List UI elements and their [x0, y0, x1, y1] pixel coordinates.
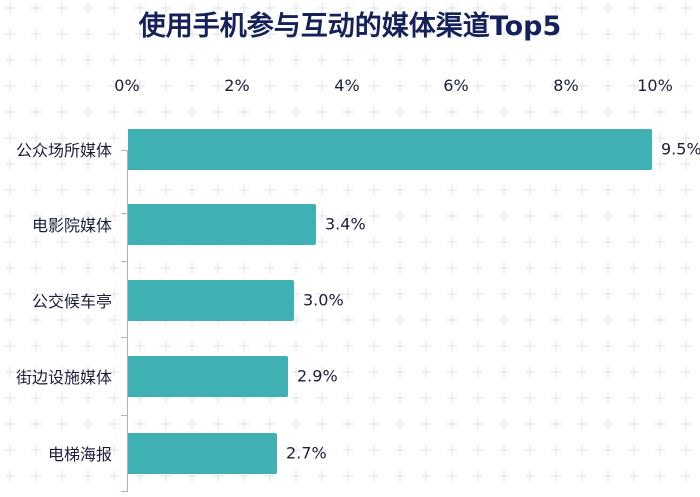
- value-label: 2.7%: [286, 443, 327, 463]
- x-tick-label: 8%: [553, 76, 579, 95]
- value-label: 3.0%: [303, 290, 344, 310]
- x-tick-label: 10%: [637, 76, 673, 95]
- x-tick-label: 0%: [114, 76, 140, 95]
- bar: [128, 280, 294, 321]
- chart-title: 使用手机参与互动的媒体渠道Top5: [138, 11, 562, 42]
- category-label: 街边设施媒体: [15, 368, 112, 387]
- y-axis-line: [127, 150, 128, 492]
- y-axis-tick: [121, 337, 127, 338]
- y-axis-tick: [121, 491, 127, 492]
- category-label: 电梯海报: [47, 445, 112, 464]
- bar: [128, 204, 316, 245]
- y-axis-tick: [121, 261, 127, 262]
- value-label: 2.9%: [297, 366, 338, 386]
- x-tick-label: 2%: [224, 76, 250, 95]
- category-label: 电影院媒体: [31, 216, 112, 235]
- y-axis-tick: [121, 150, 127, 151]
- bar: [128, 356, 288, 397]
- category-label: 公众场所媒体: [15, 141, 112, 160]
- x-tick-label: 4%: [334, 76, 360, 95]
- y-axis-tick: [121, 415, 127, 416]
- bar: [128, 129, 652, 170]
- x-tick-label: 6%: [443, 76, 469, 95]
- bar: [128, 433, 277, 474]
- y-axis-tick: [121, 213, 127, 214]
- category-label: 公交候车亭: [31, 292, 112, 311]
- value-label: 9.5%: [661, 139, 700, 159]
- value-label: 3.4%: [325, 214, 366, 234]
